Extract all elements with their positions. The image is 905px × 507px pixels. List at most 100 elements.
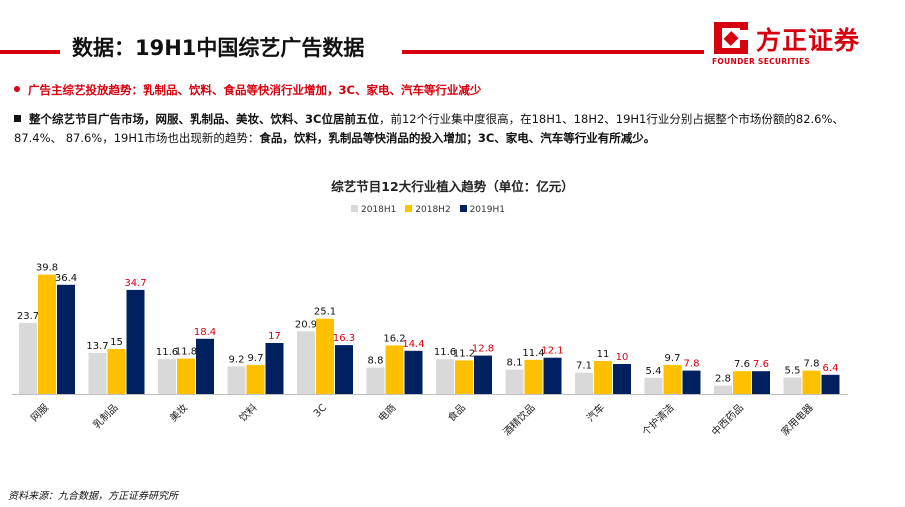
- bar-2019h1-6: [474, 355, 492, 394]
- summary-bullet: 整个综艺节目广告市场，网服、乳制品、美妆、饮料、3C位居前五位，前12个行业集中…: [14, 110, 894, 148]
- bar-2018h1-4: [297, 331, 315, 394]
- title-rule-right: [402, 50, 704, 54]
- bar-2018h1-11: [783, 377, 802, 394]
- summary-text: ，前12个行业集中度很高，在18H1、18H2、19H1行业分别占据整个市场份额…: [14, 112, 844, 145]
- value-label-2019h1-9: 7.8: [684, 359, 700, 370]
- value-label-2018h2-9: 9.7: [665, 353, 681, 364]
- legend-label-2018h1: 2018H1: [361, 205, 397, 215]
- bar-2018h1-3: [227, 366, 246, 394]
- legend-swatch-2018h1: [351, 205, 358, 212]
- title-rule-left: [0, 50, 60, 54]
- legend-item-2018h2: 2018H2: [405, 205, 451, 215]
- bar-2018h2-6: [455, 360, 473, 394]
- value-label-2018h2-1: 15: [110, 337, 123, 348]
- value-label-2018h2-0: 39.8: [36, 263, 58, 274]
- value-label-2019h1-3: 17: [268, 331, 281, 342]
- founder-logo-icon: [714, 22, 748, 54]
- legend-swatch-2019h1: [459, 205, 467, 212]
- value-label-2018h2-6: 11.2: [453, 348, 475, 359]
- legend-item-2019h1: 2019H1: [459, 205, 505, 215]
- trend-bullet: 广告主综艺投放趋势：乳制品、饮料、食品等快消行业增加，3C、家电、汽车等行业减少: [14, 82, 481, 98]
- logo-name: 方正证券: [756, 26, 861, 55]
- bar-2019h1-0: [57, 284, 75, 394]
- value-label-2018h2-7: 11.4: [522, 348, 544, 359]
- bullet-square-icon: [14, 115, 21, 122]
- bar-2019h1-3: [265, 343, 284, 394]
- value-label-2018h2-3: 9.7: [248, 353, 264, 364]
- bar-2018h1-10: [714, 385, 732, 394]
- value-label-2018h2-5: 16.2: [383, 333, 405, 344]
- bar-2019h1-4: [335, 345, 353, 394]
- value-label-2019h1-6: 12.8: [472, 344, 494, 355]
- value-label-2019h1-5: 14.4: [402, 339, 424, 350]
- category-label-7: 酒精饮品: [500, 401, 537, 438]
- legend-label-2018h2: 2018H2: [415, 205, 451, 215]
- bar-2018h2-11: [802, 370, 821, 394]
- bar-2018h2-5: [385, 345, 404, 394]
- value-label-2018h2-11: 7.8: [804, 359, 820, 370]
- category-label-1: 乳制品: [90, 401, 120, 431]
- bar-2018h2-2: [177, 358, 195, 394]
- bar-2018h2-3: [246, 364, 265, 394]
- bar-2019h1-8: [613, 364, 631, 394]
- bar-2018h2-1: [107, 349, 126, 394]
- bar-2018h2-4: [316, 318, 334, 394]
- value-label-2018h1-1: 13.7: [86, 341, 108, 352]
- bar-2018h1-1: [88, 352, 107, 394]
- value-label-2018h1-5: 8.8: [368, 356, 384, 367]
- bar-2018h1-0: [19, 322, 37, 394]
- category-label-11: 家用电器: [778, 401, 815, 438]
- category-label-8: 汽车: [584, 401, 607, 424]
- value-label-2019h1-10: 7.6: [753, 359, 769, 370]
- category-label-9: 个护清洁: [639, 401, 676, 438]
- bar-2018h1-9: [644, 377, 663, 394]
- bar-2019h1-11: [821, 374, 840, 394]
- bar-2019h1-5: [404, 350, 423, 394]
- value-label-2018h1-10: 2.8: [715, 374, 731, 385]
- summary-bold-text: 整个综艺节目广告市场，网服、乳制品、美妆、饮料、3C位居前五位: [29, 112, 379, 126]
- bar-2018h2-8: [594, 361, 612, 394]
- legend-swatch-2018h2: [405, 205, 413, 212]
- chart-title: 综艺节目12大行业植入趋势（单位：亿元）: [331, 179, 574, 194]
- bar-2018h1-5: [366, 367, 385, 394]
- bar-2019h1-1: [126, 289, 145, 394]
- bar-2018h1-7: [505, 369, 524, 394]
- bar-2018h2-9: [663, 364, 682, 394]
- bar-2018h1-6: [436, 359, 454, 394]
- bar-2019h1-7: [543, 357, 562, 394]
- founder-logo: 方正证券 FOUNDER SECURITIES: [712, 20, 902, 66]
- category-label-2: 美妆: [167, 401, 190, 424]
- value-label-2019h1-4: 16.3: [333, 333, 355, 344]
- summary-end-text: 食品，饮料，乳制品等快消品的投入增加；3C、家电、汽车等行业有所减少。: [259, 131, 656, 145]
- category-label-6: 食品: [445, 401, 468, 424]
- category-label-3: 饮料: [236, 401, 259, 424]
- value-label-2018h1-7: 8.1: [507, 358, 523, 369]
- bar-2019h1-9: [682, 370, 701, 394]
- bar-2018h1-8: [575, 372, 593, 394]
- value-label-2018h1-0: 23.7: [17, 311, 39, 322]
- value-label-2019h1-0: 36.4: [55, 273, 77, 284]
- bar-2018h2-7: [524, 359, 543, 394]
- value-label-2018h2-10: 7.6: [734, 359, 750, 370]
- title-bar: 数据：19H1中国综艺广告数据: [0, 14, 905, 60]
- category-label-4: 3C: [312, 402, 329, 419]
- value-label-2019h1-1: 34.7: [124, 278, 146, 289]
- value-label-2018h2-4: 25.1: [314, 307, 336, 318]
- legend-label-2019h1: 2019H1: [469, 205, 505, 215]
- bar-2018h2-10: [733, 371, 751, 394]
- value-label-2018h1-4: 20.9: [295, 319, 317, 330]
- page-title: 数据：19H1中国综艺广告数据: [72, 36, 365, 60]
- category-label-5: 电商: [375, 401, 398, 424]
- value-label-2018h1-9: 5.4: [646, 366, 662, 377]
- bar-2019h1-10: [752, 371, 770, 394]
- value-label-2018h2-2: 11.8: [175, 347, 197, 358]
- legend-item-2018h1: 2018H1: [351, 205, 396, 215]
- value-label-2019h1-7: 12.1: [541, 346, 563, 357]
- bar-2019h1-2: [196, 338, 214, 394]
- bullet-dot-icon: [14, 86, 20, 92]
- value-label-2018h1-8: 7.1: [576, 361, 592, 372]
- category-label-0: 网服: [28, 402, 51, 425]
- value-label-2018h1-6: 11.6: [434, 347, 456, 358]
- value-label-2019h1-11: 6.4: [823, 363, 839, 374]
